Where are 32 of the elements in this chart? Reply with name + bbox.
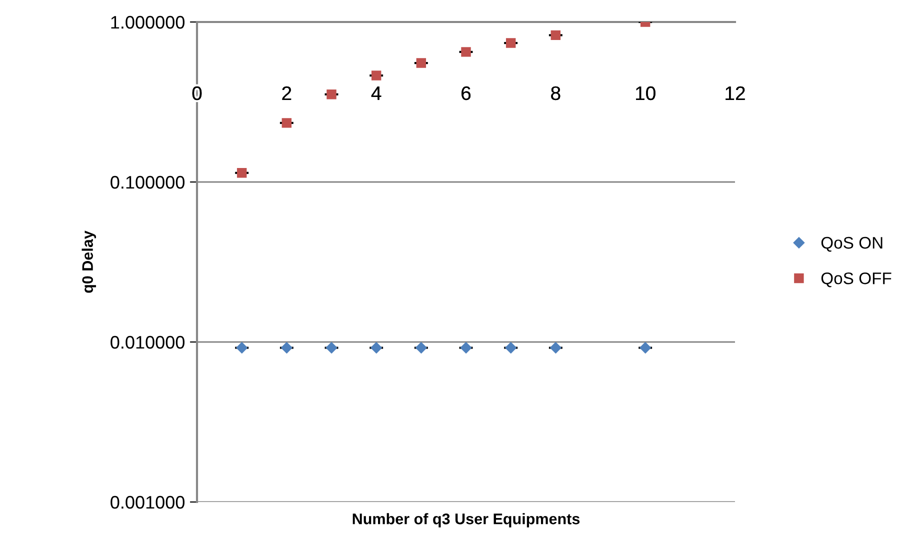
point <box>371 70 382 80</box>
x-tick-label: 12 <box>726 86 745 100</box>
x-tick-label: 6 <box>462 86 471 100</box>
x-axis-title: Number of q3 User Equipments <box>352 513 580 528</box>
y-tick-label: 1.000000 <box>111 16 184 29</box>
y-tick-label: 0.010000 <box>110 336 184 349</box>
point <box>236 342 248 354</box>
point <box>416 58 426 68</box>
point <box>281 342 292 354</box>
point <box>550 342 562 354</box>
y-tick-label: 0.100000 <box>110 176 184 189</box>
x-tick-label: 0 <box>192 86 202 100</box>
x-tick-label: 8 <box>551 86 560 100</box>
point <box>416 342 427 354</box>
point <box>461 47 471 57</box>
y-tick-label: 0.001000 <box>110 496 184 509</box>
point <box>460 342 472 354</box>
y-axis-title: q0 Delay <box>82 230 96 293</box>
point <box>640 342 651 354</box>
point <box>236 168 247 178</box>
legend-label: QoS OFF <box>821 272 892 288</box>
point <box>505 342 516 354</box>
point <box>282 118 292 128</box>
point <box>550 30 561 40</box>
point <box>326 342 338 354</box>
x-tick-label: 10 <box>636 86 656 100</box>
point <box>370 342 382 354</box>
x-tick-label: 2 <box>282 86 292 100</box>
legend-label: QoS ON <box>821 236 882 252</box>
x-tick-label: 4 <box>371 86 382 100</box>
point <box>326 89 336 100</box>
point <box>506 38 516 48</box>
